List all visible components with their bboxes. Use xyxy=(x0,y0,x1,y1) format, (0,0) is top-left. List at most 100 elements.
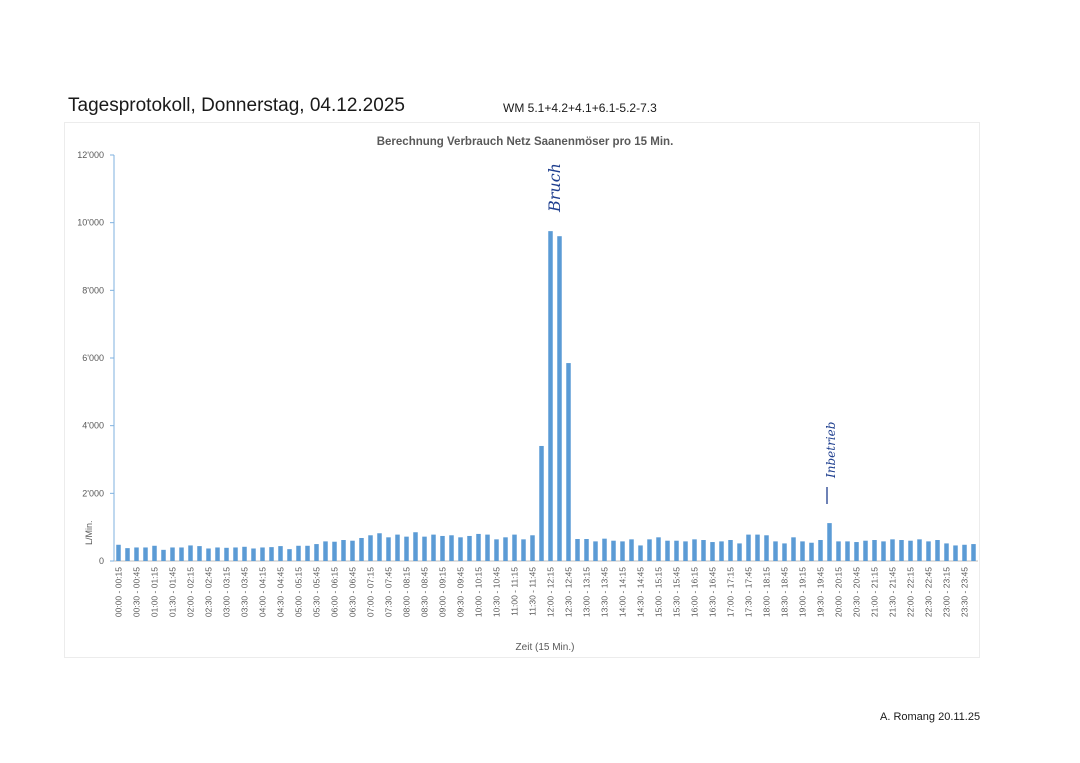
bar xyxy=(584,539,589,561)
x-tick-label: 14:30 - 14:45 xyxy=(636,567,646,617)
bar xyxy=(548,231,553,562)
x-tick-label: 21:30 - 21:45 xyxy=(888,567,898,617)
bar xyxy=(152,545,157,561)
bar xyxy=(278,546,283,561)
bar xyxy=(854,542,859,561)
bar xyxy=(899,540,904,561)
bar xyxy=(449,535,454,561)
x-tick-label: 20:30 - 20:45 xyxy=(852,567,862,617)
bar xyxy=(809,542,814,561)
bar xyxy=(881,541,886,561)
x-tick-label: 16:30 - 16:45 xyxy=(708,567,718,617)
bar xyxy=(251,548,256,561)
bar xyxy=(296,545,301,561)
x-tick-label: 01:30 - 01:45 xyxy=(168,567,178,617)
bar xyxy=(323,541,328,561)
bar xyxy=(728,540,733,561)
bar xyxy=(638,545,643,561)
bar xyxy=(764,535,769,561)
chart-title: Berechnung Verbrauch Netz Saanenmöser pr… xyxy=(377,136,674,148)
bar xyxy=(656,537,661,561)
bar xyxy=(917,539,922,561)
bar xyxy=(710,542,715,561)
bar xyxy=(485,534,490,561)
bar xyxy=(629,539,634,561)
x-tick-label: 19:30 - 19:45 xyxy=(816,567,826,617)
x-tick-label: 22:00 - 22:15 xyxy=(906,567,916,617)
y-tick-label: 0 xyxy=(99,556,104,566)
x-tick-label: 23:00 - 23:15 xyxy=(942,567,952,617)
bar xyxy=(692,539,697,561)
bar xyxy=(647,539,652,561)
y-tick-label: 12'000 xyxy=(77,150,104,160)
y-tick-label: 4'000 xyxy=(82,421,104,431)
x-tick-label: 13:30 - 13:45 xyxy=(600,567,610,617)
bar xyxy=(161,549,166,561)
x-tick-label: 16:00 - 16:15 xyxy=(690,567,700,617)
bar xyxy=(908,540,913,561)
x-tick-label: 19:00 - 19:15 xyxy=(798,567,808,617)
bar xyxy=(512,534,517,561)
x-tick-label: 02:00 - 02:15 xyxy=(186,567,196,617)
x-tick-label: 15:00 - 15:15 xyxy=(654,567,664,617)
bar xyxy=(494,539,499,561)
bar xyxy=(557,236,562,561)
bar xyxy=(359,537,364,561)
x-tick-label: 20:00 - 20:15 xyxy=(834,567,844,617)
bar xyxy=(674,540,679,561)
bar xyxy=(143,547,148,561)
x-tick-label: 10:30 - 10:45 xyxy=(492,567,502,617)
bar xyxy=(134,547,139,561)
x-tick-label: 06:30 - 06:45 xyxy=(348,567,358,617)
bar xyxy=(701,540,706,561)
bar xyxy=(872,540,877,561)
x-tick-label: 12:00 - 12:15 xyxy=(546,567,556,617)
bar xyxy=(827,523,832,561)
x-tick-label: 10:00 - 10:15 xyxy=(474,567,484,617)
bar xyxy=(314,544,319,561)
bar xyxy=(179,547,184,561)
bar xyxy=(431,534,436,561)
x-axis-label: Zeit (15 Min.) xyxy=(516,642,575,653)
x-tick-label: 00:30 - 00:45 xyxy=(132,567,142,617)
x-tick-label: 17:00 - 17:15 xyxy=(726,567,736,617)
y-tick-label: 2'000 xyxy=(82,488,104,498)
bar xyxy=(440,535,445,561)
bar xyxy=(737,543,742,561)
bar xyxy=(368,535,373,561)
x-tick-label: 03:00 - 03:15 xyxy=(222,567,232,617)
bar xyxy=(773,541,778,561)
bar xyxy=(215,547,220,561)
bar xyxy=(260,547,265,561)
annotation-bruch: Bruch xyxy=(545,163,564,213)
bar xyxy=(530,535,535,561)
x-tick-label: 04:30 - 04:45 xyxy=(276,567,286,617)
bar xyxy=(503,537,508,561)
bar xyxy=(521,539,526,561)
x-tick-label: 02:30 - 02:45 xyxy=(204,567,214,617)
bar xyxy=(476,533,481,561)
x-tick-label: 08:00 - 08:15 xyxy=(402,567,412,617)
x-tick-label: 00:00 - 00:15 xyxy=(114,567,124,617)
chart-frame xyxy=(64,122,980,658)
x-tick-label: 01:00 - 01:15 xyxy=(150,567,160,617)
bar xyxy=(953,545,958,561)
bar xyxy=(782,543,787,561)
bar xyxy=(683,541,688,561)
bar xyxy=(269,547,274,561)
x-tick-label: 18:00 - 18:15 xyxy=(762,567,772,617)
bar xyxy=(341,540,346,561)
x-tick-label: 23:30 - 23:45 xyxy=(960,567,970,617)
document-subtitle: WM 5.1+4.2+4.1+6.1-5.2-7.3 xyxy=(503,101,657,115)
bar xyxy=(413,532,418,561)
bar xyxy=(755,534,760,561)
x-tick-label: 11:30 - 11:45 xyxy=(528,567,538,616)
x-tick-label: 22:30 - 22:45 xyxy=(924,567,934,617)
bar xyxy=(935,540,940,561)
x-tick-label: 09:30 - 09:45 xyxy=(456,567,466,617)
x-tick-label: 07:30 - 07:45 xyxy=(384,567,394,617)
x-tick-label: 21:00 - 21:15 xyxy=(870,567,880,617)
bar xyxy=(719,541,724,561)
x-tick-label: 04:00 - 04:15 xyxy=(258,567,268,617)
bar xyxy=(566,363,571,561)
